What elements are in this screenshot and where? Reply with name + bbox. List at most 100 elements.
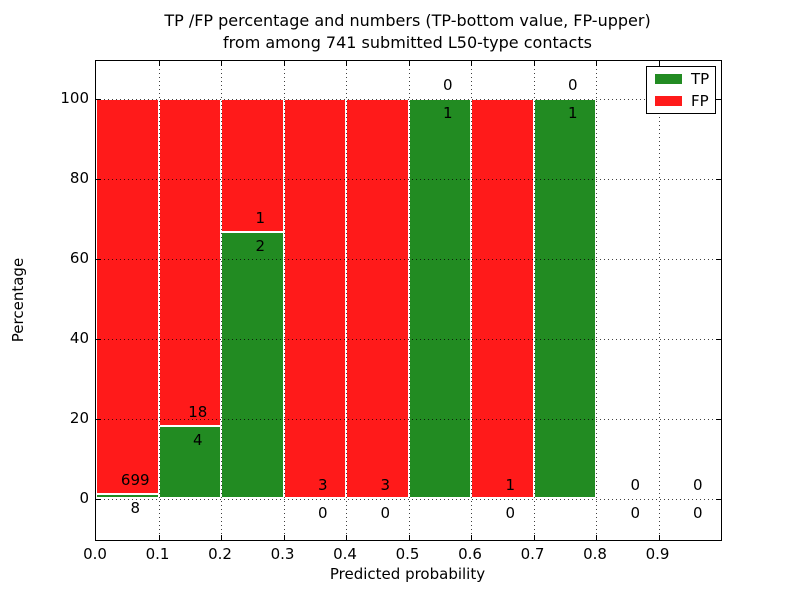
fp-count-label: 1 bbox=[505, 475, 516, 494]
x-tick-mark bbox=[658, 535, 660, 540]
legend-label-fp: FP bbox=[691, 91, 709, 110]
y-tick-mark bbox=[96, 338, 101, 340]
y-axis-label: Percentage bbox=[9, 257, 27, 343]
y-tick-mark-right bbox=[716, 179, 721, 181]
y-tick-label: 60 bbox=[69, 248, 89, 267]
x-tick-label: 0.6 bbox=[458, 545, 482, 563]
grid-line-vertical bbox=[283, 61, 285, 540]
fp-count-label: 0 bbox=[692, 475, 703, 494]
grid-line-vertical bbox=[596, 61, 597, 540]
x-tick-mark bbox=[471, 535, 472, 540]
y-tick-mark-right bbox=[716, 418, 721, 420]
tp-swatch-icon bbox=[655, 74, 682, 84]
x-tick-label: 0.3 bbox=[270, 545, 295, 563]
fp-count-label: 1 bbox=[255, 209, 266, 228]
x-tick-mark bbox=[158, 535, 160, 540]
bar-segment-fp bbox=[158, 99, 221, 426]
x-tick-mark-top bbox=[408, 61, 410, 66]
x-tick-mark-top bbox=[471, 61, 472, 66]
grid-line-horizontal bbox=[96, 498, 721, 500]
x-tick-mark-top bbox=[221, 61, 222, 66]
fp-count-label: 3 bbox=[380, 475, 391, 494]
x-tick-mark-top bbox=[283, 61, 285, 66]
fp-count-label: 0 bbox=[630, 475, 641, 494]
x-tick-mark-top bbox=[596, 61, 597, 66]
fp-count-label: 0 bbox=[567, 76, 578, 95]
fp-count-label: 3 bbox=[317, 475, 328, 494]
x-tick-mark bbox=[283, 535, 285, 540]
bar-segment-fp bbox=[96, 99, 159, 494]
bar-segment-fp bbox=[283, 99, 346, 499]
y-tick-mark-right bbox=[716, 99, 721, 101]
x-tick-mark-top bbox=[346, 61, 347, 66]
x-tick-mark-top bbox=[658, 61, 660, 66]
x-tick-label: 0.0 bbox=[83, 545, 107, 563]
tp-count-label: 0 bbox=[505, 503, 516, 522]
grid-line-vertical bbox=[471, 61, 472, 540]
grid-line-vertical bbox=[346, 61, 347, 540]
x-tick-label: 0.9 bbox=[645, 545, 670, 563]
legend-item-fp: FP bbox=[655, 91, 715, 110]
y-tick-mark bbox=[96, 498, 101, 500]
x-axis-label: Predicted probability bbox=[329, 565, 486, 583]
x-tick-label: 0.5 bbox=[395, 545, 420, 563]
fp-count-label: 0 bbox=[442, 76, 453, 95]
x-tick-mark bbox=[221, 535, 222, 540]
bar-segment-tp bbox=[408, 99, 471, 499]
x-tick-mark-top bbox=[533, 61, 535, 66]
grid-line-horizontal bbox=[96, 418, 721, 420]
tp-count-label: 4 bbox=[192, 430, 203, 449]
grid-line-vertical bbox=[533, 61, 535, 540]
y-tick-label: 40 bbox=[69, 328, 89, 347]
x-tick-label: 0.8 bbox=[583, 545, 607, 563]
grid-line-horizontal bbox=[96, 338, 721, 340]
x-tick-label: 0.4 bbox=[333, 545, 357, 563]
bar-segment-tp bbox=[158, 425, 221, 499]
plot-area: TP FP 699 8 18 4 1 2 3 0 3 0 0 1 1 0 0 1 0 0 0 0 bbox=[95, 60, 722, 541]
y-tick-mark bbox=[96, 99, 101, 101]
tp-count-label: 0 bbox=[380, 503, 391, 522]
bar-segment-fp bbox=[346, 99, 409, 499]
bar-segment-tp bbox=[96, 493, 159, 499]
fp-count-label: 699 bbox=[120, 470, 150, 489]
x-tick-label: 0.2 bbox=[208, 545, 232, 563]
grid-line-vertical bbox=[221, 61, 222, 540]
legend-item-tp: TP bbox=[655, 69, 715, 88]
x-tick-label: 0.1 bbox=[145, 545, 170, 563]
y-tick-label: 80 bbox=[69, 169, 89, 188]
grid-line-horizontal bbox=[96, 258, 721, 260]
x-tick-mark bbox=[596, 535, 597, 540]
grid-line-vertical bbox=[158, 61, 160, 540]
tp-count-label: 1 bbox=[442, 104, 453, 123]
tp-count-label: 0 bbox=[317, 503, 328, 522]
x-tick-mark bbox=[533, 535, 535, 540]
bar-segment-fp bbox=[471, 99, 534, 499]
legend-label-tp: TP bbox=[691, 69, 710, 88]
y-tick-label: 0 bbox=[79, 488, 89, 507]
fp-swatch-icon bbox=[655, 96, 682, 106]
tp-count-label: 0 bbox=[630, 503, 641, 522]
tp-count-label: 8 bbox=[130, 498, 141, 517]
y-tick-mark bbox=[96, 258, 101, 260]
chart-title-line2: from among 741 submitted L50-type contac… bbox=[223, 33, 592, 52]
x-tick-mark bbox=[408, 535, 410, 540]
grid-line-vertical bbox=[408, 61, 410, 540]
x-tick-mark-top bbox=[158, 61, 160, 66]
fp-count-label: 18 bbox=[188, 402, 208, 421]
y-tick-label: 20 bbox=[69, 408, 89, 427]
bar-segment-tp bbox=[221, 232, 284, 499]
x-tick-mark bbox=[346, 535, 347, 540]
y-tick-mark-right bbox=[716, 338, 721, 340]
tp-count-label: 0 bbox=[692, 503, 703, 522]
legend: TP FP bbox=[646, 66, 716, 114]
y-tick-mark bbox=[96, 179, 101, 181]
grid-line-horizontal bbox=[96, 179, 721, 181]
chart-title-line1: TP /FP percentage and numbers (TP-bottom… bbox=[164, 11, 651, 30]
y-tick-mark-right bbox=[716, 498, 721, 500]
y-tick-label: 100 bbox=[60, 89, 89, 108]
tp-count-label: 1 bbox=[567, 104, 578, 123]
grid-line-horizontal bbox=[96, 99, 721, 101]
x-tick-label: 0.7 bbox=[520, 545, 545, 563]
bar-segment-tp bbox=[533, 99, 596, 499]
